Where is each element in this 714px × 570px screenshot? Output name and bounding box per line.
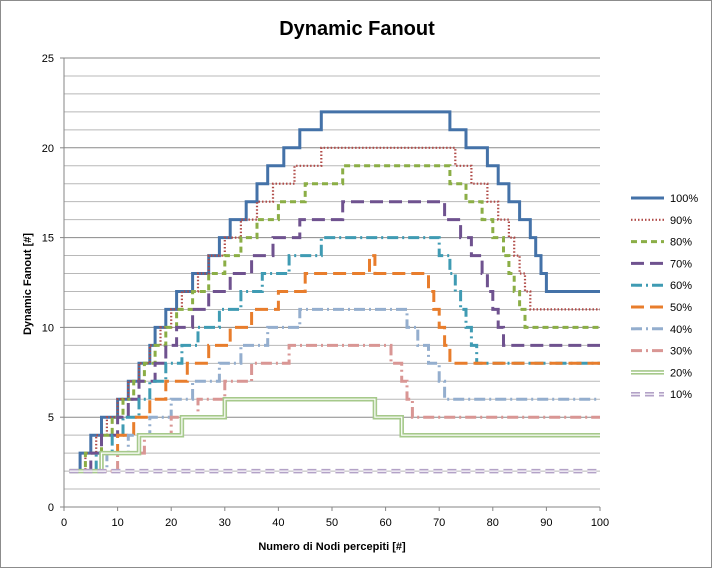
legend-label: 50%	[670, 302, 692, 314]
series-70pct	[69, 200, 600, 473]
x-tick-label: 90	[540, 517, 552, 529]
legend-label: 10%	[670, 389, 692, 401]
y-tick-label: 0	[48, 502, 54, 514]
legend-label: 80%	[670, 237, 692, 249]
chart-title: Dynamic Fanout	[279, 18, 435, 40]
series-line	[74, 343, 600, 473]
y-tick-label: 15	[42, 233, 54, 245]
series-line	[74, 307, 600, 473]
y-tick-label: 10	[42, 322, 54, 334]
legend-label: 40%	[670, 324, 692, 336]
x-tick-label: 30	[219, 517, 231, 529]
legend-item: 60%	[631, 280, 692, 292]
series-line	[74, 254, 600, 473]
series-40pct	[74, 307, 600, 473]
series-line	[69, 200, 600, 473]
legend-item: 90%	[631, 215, 692, 227]
y-axis-title: Dynamic Fanout [#]	[22, 233, 34, 335]
series-line	[69, 164, 600, 473]
legend-label: 60%	[670, 280, 692, 292]
legend-item: 40%	[631, 324, 692, 336]
series-100pct	[69, 110, 600, 473]
series-60pct	[74, 236, 600, 473]
series-line	[69, 146, 600, 473]
legend: 100% 90% 80% 70% 60% 50% 40% 30% 20% 10%	[631, 193, 698, 401]
legend-label: 90%	[670, 215, 692, 227]
legend-item: 10%	[631, 389, 692, 401]
legend-item: 100%	[631, 193, 698, 205]
x-tick-label: 10	[111, 517, 123, 529]
legend-item: 50%	[631, 302, 692, 314]
legend-label: 100%	[670, 193, 698, 205]
y-tick-label: 25	[42, 53, 54, 65]
x-tick-label: 100	[591, 517, 609, 529]
legend-label: 20%	[670, 367, 692, 379]
x-tick-label: 20	[165, 517, 177, 529]
series-line	[69, 110, 600, 473]
series-20pct	[69, 396, 600, 474]
x-tick-label: 70	[433, 517, 445, 529]
series-30pct	[74, 343, 600, 473]
legend-label: 30%	[670, 346, 692, 358]
series-90pct	[69, 146, 600, 473]
x-tick-label: 60	[379, 517, 391, 529]
legend-label: 70%	[670, 258, 692, 270]
legend-item: 80%	[631, 237, 692, 249]
plot-area	[64, 58, 600, 507]
tick-labels: 0 10 20 30 40 50 60 70 80 90 100 0 5 10 15 20 25	[42, 53, 609, 529]
legend-item: 70%	[631, 258, 692, 270]
legend-item: 30%	[631, 346, 692, 358]
y-tick-label: 20	[42, 143, 54, 155]
series-50pct	[74, 254, 600, 473]
series-line	[74, 236, 600, 473]
x-tick-label: 50	[326, 517, 338, 529]
series-lines	[69, 110, 600, 474]
x-tick-label: 40	[272, 517, 284, 529]
series-line-inner	[69, 398, 600, 472]
x-axis-title: Numero di Nodi percepiti [#]	[258, 541, 406, 553]
series-80pct	[69, 164, 600, 473]
legend-item: 20%	[631, 367, 692, 379]
y-tick-label: 5	[48, 412, 54, 424]
x-tick-label: 80	[487, 517, 499, 529]
x-tick-label: 0	[61, 517, 67, 529]
